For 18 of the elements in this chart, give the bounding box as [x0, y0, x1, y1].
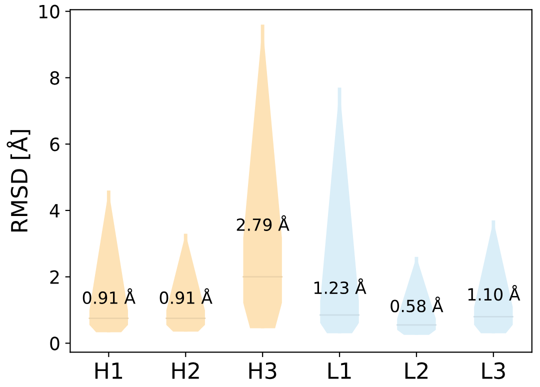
y-tick-label: 4 [50, 204, 60, 218]
y-tick-label: 10 [39, 4, 60, 18]
y-axis-title: RMSD [Å] [6, 130, 30, 232]
y-tick-label: 0 [50, 336, 60, 350]
y-tick-label: 6 [50, 138, 60, 152]
x-tick-label: H2 [172, 362, 199, 379]
x-tick-label: L3 [482, 362, 505, 380]
annotation: 0.91 Å [82, 288, 136, 304]
y-tick-label: 2 [50, 270, 59, 284]
x-tick-label: H1 [95, 362, 122, 379]
annotation: 0.91 Å [160, 288, 212, 304]
annotation: 1.10 Å [468, 284, 520, 301]
annotation: 1.23 Å [314, 278, 366, 294]
y-tick-label: 8 [50, 71, 60, 85]
x-tick-label: L2 [405, 362, 428, 379]
x-tick-label: H3 [249, 362, 276, 380]
annotation: 2.79 Å [236, 215, 290, 231]
x-tick-label: L1 [328, 362, 351, 379]
